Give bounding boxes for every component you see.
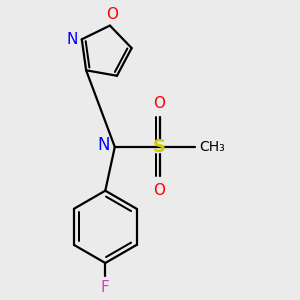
- Text: O: O: [154, 96, 166, 111]
- Text: O: O: [106, 7, 118, 22]
- Text: F: F: [101, 280, 110, 295]
- Text: S: S: [153, 138, 166, 156]
- Text: CH₃: CH₃: [200, 140, 225, 154]
- Text: O: O: [154, 183, 166, 198]
- Text: N: N: [98, 136, 110, 154]
- Text: N: N: [67, 32, 78, 47]
